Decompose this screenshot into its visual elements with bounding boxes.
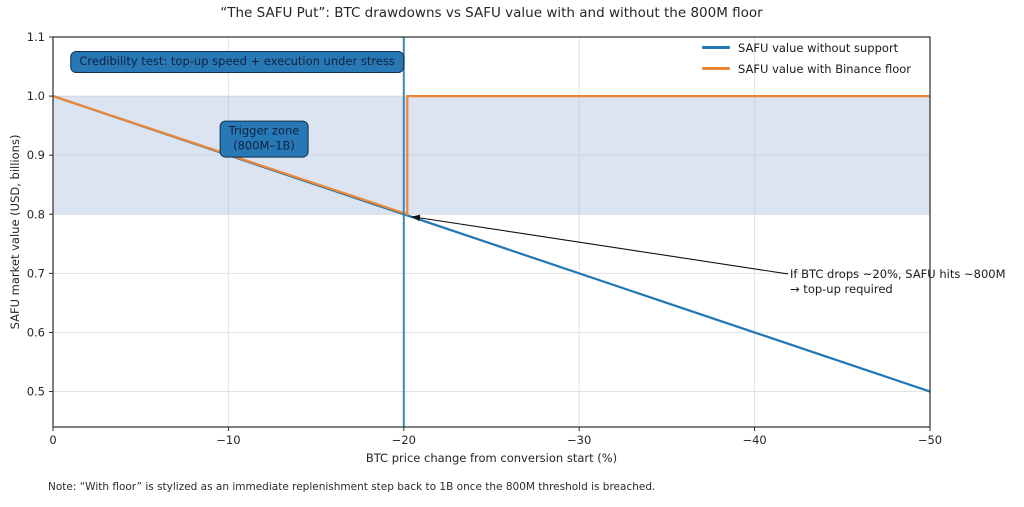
trigger-zone-line1: Trigger zone [228,123,300,138]
y-tick-label: 0.8 [27,207,45,221]
x-tick-label: −40 [742,433,766,447]
y-tick-label: 1.0 [27,89,45,103]
y-tick-label: 0.9 [27,148,45,162]
x-tick-label: 0 [49,433,56,447]
credibility-annotation-text: Credibility test: top-up speed + executi… [79,53,395,68]
chart-title: “The SAFU Put”: BTC drawdowns vs SAFU va… [220,5,763,21]
trigger-zone-annotation: Trigger zone (800M–1B) [219,120,309,158]
footnote: Note: “With floor” is stylized as an imm… [48,481,656,493]
legend-item-without-support: SAFU value without support [702,37,911,58]
plot-border [52,36,931,428]
topup-annotation: If BTC drops ~20%, SAFU hits ~800M → top… [790,267,1006,298]
credibility-annotation: Credibility test: top-up speed + executi… [70,50,404,73]
legend-label: SAFU value without support [738,40,899,55]
y-tick-label: 0.7 [27,266,45,280]
y-tick-label: 0.5 [27,385,45,399]
legend-line-sample-orange [702,67,730,70]
topup-annotation-line1: If BTC drops ~20%, SAFU hits ~800M [790,266,1006,281]
trigger-zone-line2: (800M–1B) [233,138,295,153]
x-axis-label: BTC price change from conversion start (… [365,451,618,465]
x-tick-label: −50 [918,433,942,447]
legend-line-sample-blue [702,46,730,49]
x-tick-label: −30 [567,433,591,447]
trigger-zone-band [53,96,930,215]
y-axis-label: SAFU market value (USD, billions) [8,134,22,330]
legend-item-with-floor: SAFU value with Binance floor [702,58,911,79]
topup-annotation-arrow [411,214,789,275]
x-tick-label: −10 [216,433,240,447]
legend: SAFU value without support SAFU value wi… [702,37,911,79]
legend-label: SAFU value with Binance floor [738,61,911,76]
topup-annotation-line2: → top-up required [790,282,893,297]
y-tick-label: 0.6 [27,325,45,339]
y-tick-label: 1.1 [27,30,45,44]
x-tick-label: −20 [392,433,416,447]
